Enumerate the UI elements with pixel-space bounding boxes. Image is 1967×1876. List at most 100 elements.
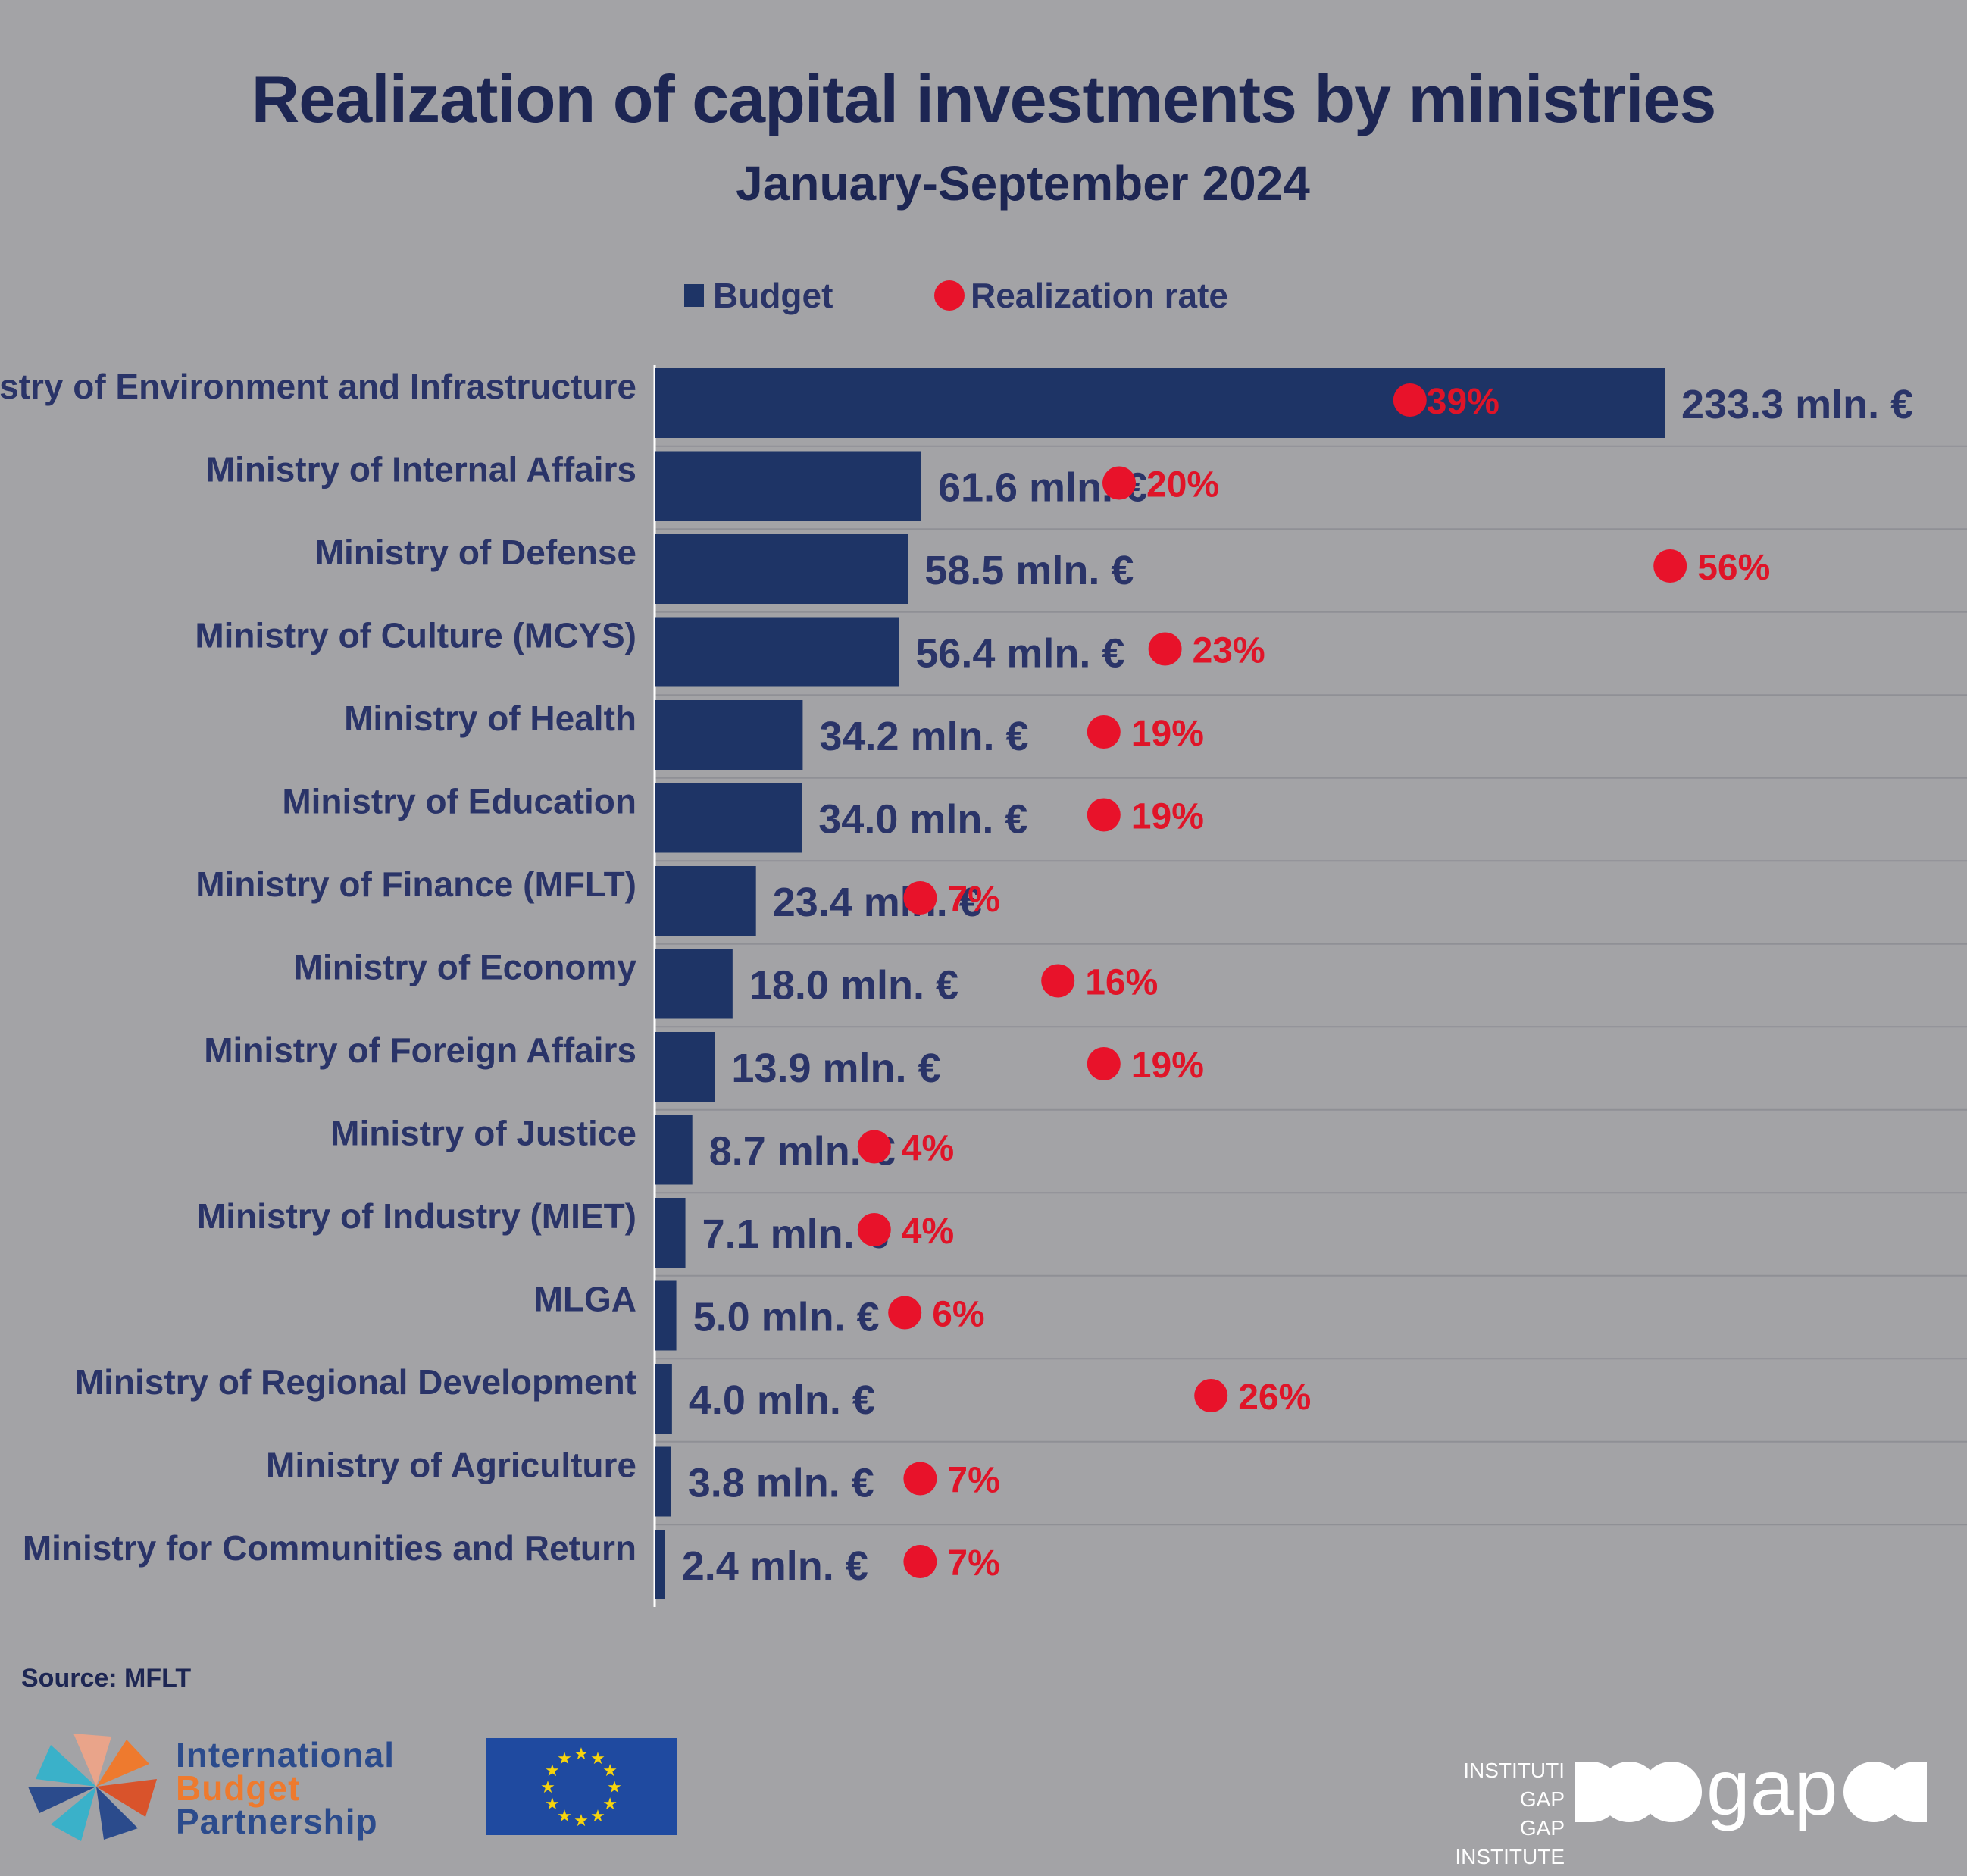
budget-bar [655, 1032, 715, 1102]
eu-star-icon: ★ [540, 1778, 555, 1796]
legend-rate-label: Realization rate [971, 276, 1228, 315]
rate-dot [1194, 1379, 1228, 1412]
eu-star-icon: ★ [545, 1761, 560, 1780]
rate-value-label: 20% [1146, 465, 1219, 505]
budget-value-label: 23.4 mln. € [773, 880, 982, 925]
budget-value-label: 18.0 mln. € [749, 963, 958, 1008]
budget-bar [655, 1364, 672, 1434]
rate-value-label: 23% [1193, 631, 1265, 671]
rate-dot [1393, 383, 1427, 417]
category-label: Ministry of Education [282, 782, 636, 821]
budget-value-label: 3.8 mln. € [688, 1461, 874, 1506]
category-label: Ministry of Culture (MCYS) [195, 616, 636, 655]
rate-dot [903, 881, 937, 915]
rate-dot [1087, 798, 1121, 832]
eu-star-icon: ★ [574, 1811, 589, 1830]
rate-dot [1102, 466, 1136, 500]
budget-bar [655, 1280, 677, 1351]
category-label: Ministry of Internal Affairs [206, 450, 636, 489]
category-label: Ministry of Justice [330, 1114, 636, 1153]
rate-value-label: 4% [902, 1129, 954, 1169]
legend-rate: Realization rate [934, 273, 1228, 318]
legend-budget: Budget [684, 273, 833, 318]
budget-bar [655, 1530, 665, 1599]
rate-value-label: 4% [902, 1212, 954, 1252]
budget-value-label: 7.1 mln. € [702, 1212, 889, 1257]
rate-dot [888, 1296, 922, 1330]
gap-logo-icon: gap [1575, 1750, 1927, 1832]
category-label: Ministry of Agriculture [266, 1446, 636, 1485]
eu-star-icon: ★ [590, 1749, 605, 1768]
budget-value-label: 2.4 mln. € [682, 1543, 868, 1589]
budget-value-label: 5.0 mln. € [693, 1295, 880, 1340]
budget-value-label: 58.5 mln. € [924, 548, 1134, 593]
eu-star-icon: ★ [602, 1794, 618, 1813]
budget-value-label: 34.0 mln. € [818, 797, 1027, 843]
rate-value-label: 6% [932, 1295, 984, 1335]
budget-bar [655, 534, 908, 604]
eu-star-icon: ★ [602, 1761, 618, 1780]
rate-dot [1087, 715, 1121, 749]
rate-swatch-icon [934, 280, 965, 311]
eu-flag-icon: ★ ★ ★ ★ ★ ★ ★ ★ ★ ★ ★ ★ [486, 1738, 677, 1835]
rate-dot [857, 1213, 891, 1246]
rate-value-label: 7% [947, 1461, 999, 1501]
chart-title: Realization of capital investments by mi… [251, 61, 1717, 136]
budget-value-label: 233.3 mln. € [1681, 382, 1913, 427]
rate-dot [903, 1545, 937, 1578]
chart-subtitle: January-September 2024 [736, 156, 1310, 211]
budget-bar [655, 1115, 693, 1185]
category-label: Ministry of Defense [315, 533, 636, 572]
category-label: Ministry of Industry (MIET) [197, 1196, 636, 1236]
rate-value-label: 19% [1131, 714, 1204, 754]
eu-star-icon: ★ [557, 1806, 572, 1825]
budget-value-label: 13.9 mln. € [731, 1046, 940, 1091]
rate-value-label: 19% [1131, 797, 1204, 837]
ibp-logo-text: International Budget Partnership [176, 1735, 396, 1841]
rate-value-label: 19% [1131, 1046, 1204, 1086]
rate-dot [903, 1462, 937, 1496]
rate-dot [857, 1130, 891, 1164]
category-label: Ministry of Regional Development [75, 1362, 636, 1402]
budget-value-label: 56.4 mln. € [915, 631, 1124, 677]
eu-star-icon: ★ [545, 1794, 560, 1813]
category-label: Ministry of Foreign Affairs [204, 1030, 636, 1070]
category-label: Ministry of Economy [294, 948, 637, 987]
budget-bar [655, 949, 733, 1019]
eu-star-icon: ★ [590, 1806, 605, 1825]
category-label: Ministry of Health [344, 699, 636, 738]
budget-swatch-icon [684, 284, 704, 307]
budget-bar [655, 783, 802, 853]
source-note: Source: MFLT [21, 1664, 192, 1693]
budget-bar [655, 700, 803, 770]
svg-text:gap: gap [1706, 1750, 1838, 1832]
budget-value-label: 34.2 mln. € [819, 714, 1028, 759]
budget-bar [655, 866, 756, 936]
eu-star-icon: ★ [607, 1778, 622, 1796]
category-label: Ministry of Environment and Infrastructu… [0, 367, 636, 406]
budget-bar [655, 1446, 671, 1517]
category-label: Ministry for Communities and Return [23, 1528, 636, 1568]
rate-value-label: 39% [1427, 382, 1499, 422]
rate-value-label: 26% [1238, 1377, 1311, 1418]
eu-star-icon: ★ [574, 1744, 589, 1763]
rate-dot [1041, 964, 1075, 998]
category-label: MLGA [534, 1280, 636, 1319]
budget-bar [655, 617, 899, 687]
budget-bar [655, 1198, 686, 1268]
budget-bar [655, 368, 1665, 438]
rate-dot [1087, 1047, 1121, 1080]
rate-value-label: 7% [947, 880, 999, 920]
gap-logo-text: INSTITUTI GAP GAP INSTITUTE [1455, 1759, 1565, 1868]
budget-value-label: 4.0 mln. € [689, 1377, 875, 1423]
ibp-logo-icon [28, 1734, 157, 1841]
bar-chart: Ministry of Environment and Infrastructu… [0, 365, 1967, 1607]
legend-budget-label: Budget [713, 276, 833, 315]
rate-value-label: 7% [947, 1543, 999, 1584]
budget-bar [655, 451, 921, 521]
eu-star-icon: ★ [557, 1749, 572, 1768]
rate-value-label: 56% [1697, 548, 1770, 588]
rate-dot [1148, 632, 1182, 666]
category-label: Ministry of Finance (MFLT) [195, 865, 636, 904]
